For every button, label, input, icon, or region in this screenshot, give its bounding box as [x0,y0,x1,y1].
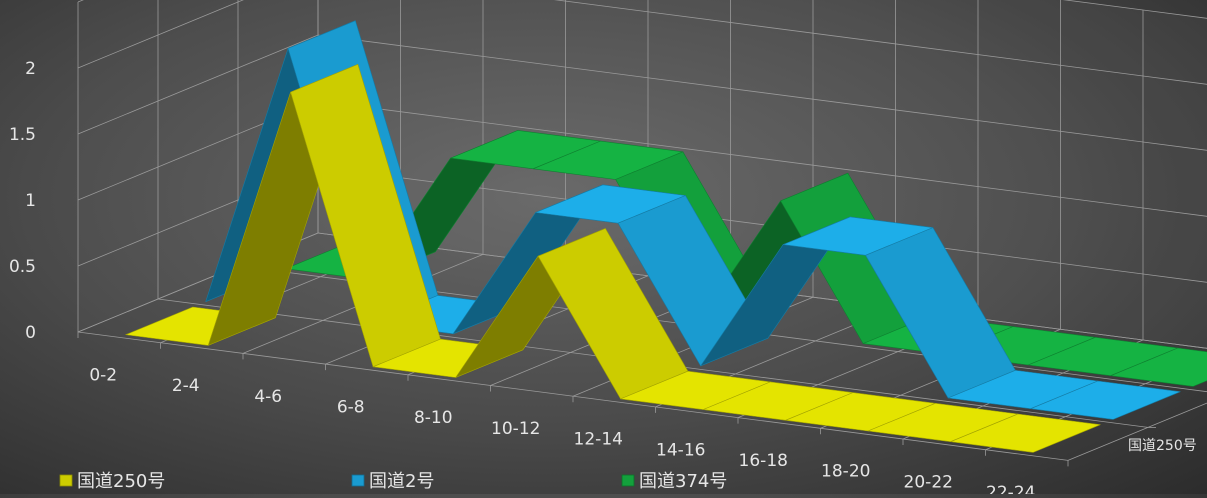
x-tick-label: 6-8 [337,397,365,417]
y-tick-label: 1 [25,191,36,211]
legend-label: 国道250号 [77,471,165,492]
y-axis-tick-labels: 0 0.5 1 1.5 2 [9,59,36,343]
x-tick-label: 8-10 [414,408,453,428]
x-tick-label: 14-16 [656,440,705,460]
y-tick-label: 1.5 [9,125,36,145]
x-tick-label: 20-22 [904,472,953,492]
legend-label: 国道374号 [639,471,727,492]
depth-series-label: 国道250号 [1128,438,1197,454]
x-tick-label: 0-2 [89,365,117,385]
x-tick-label: 2-4 [172,376,200,396]
x-tick-label: 4-6 [254,387,282,407]
y-tick-label: 0.5 [9,257,36,277]
y-tick-label: 2 [25,59,36,79]
legend-swatch [622,475,634,486]
x-tick-label: 12-14 [574,430,623,450]
x-tick-label: 10-12 [491,419,540,439]
legend-label: 国道2号 [369,471,434,492]
legend-swatch [60,475,72,486]
legend-swatch [352,475,364,486]
y-tick-label: 0 [25,323,36,343]
x-tick-label: 18-20 [821,462,870,482]
x-tick-label: 22-24 [986,483,1035,494]
x-tick-label: 16-18 [739,451,788,471]
chart-legend: 国道250号 国道2号 国道374号 [60,471,727,492]
